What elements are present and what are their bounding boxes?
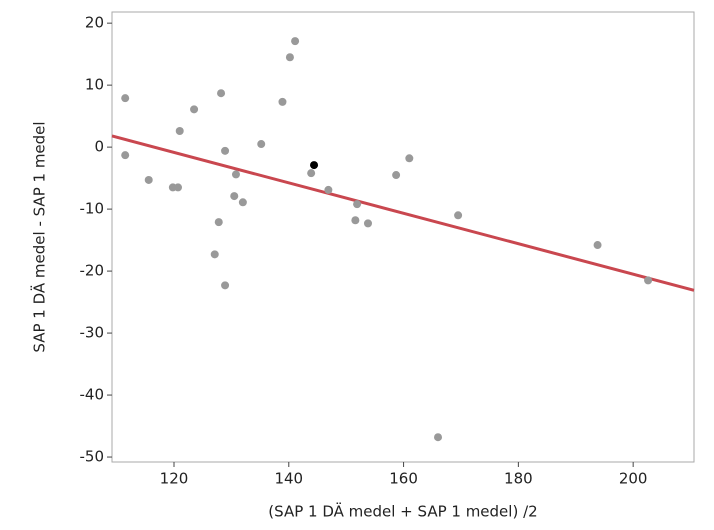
point bbox=[121, 94, 130, 103]
point bbox=[214, 218, 223, 227]
x-tick-label: 160 bbox=[389, 470, 418, 488]
point bbox=[353, 200, 362, 209]
point bbox=[217, 89, 226, 98]
point bbox=[121, 151, 130, 160]
point bbox=[190, 105, 199, 114]
point bbox=[210, 250, 219, 259]
point bbox=[644, 276, 653, 285]
y-tick-label: -50 bbox=[80, 448, 105, 466]
point bbox=[238, 198, 247, 207]
y-tick-label: -40 bbox=[80, 386, 105, 404]
fit-line bbox=[111, 134, 695, 292]
x-tick-label: 200 bbox=[619, 470, 648, 488]
point bbox=[324, 185, 333, 194]
y-tick-label: -30 bbox=[80, 324, 105, 342]
x-tick-label: 140 bbox=[274, 470, 303, 488]
point bbox=[593, 241, 602, 250]
x-axis-label: (SAP 1 DÄ medel + SAP 1 medel) /2 bbox=[268, 502, 537, 521]
y-tick-label: -10 bbox=[80, 200, 105, 218]
point bbox=[307, 169, 316, 178]
x-tick-label: 120 bbox=[160, 470, 189, 488]
point bbox=[434, 433, 443, 442]
y-tick-label: 10 bbox=[85, 76, 104, 94]
point bbox=[363, 219, 372, 228]
point bbox=[221, 146, 230, 155]
x-tick-label: 180 bbox=[504, 470, 533, 488]
point bbox=[144, 175, 153, 184]
point bbox=[310, 161, 319, 170]
point bbox=[174, 183, 183, 192]
plot-area bbox=[111, 11, 695, 463]
y-tick-label: 0 bbox=[94, 138, 104, 156]
point bbox=[351, 216, 360, 225]
point bbox=[454, 211, 463, 220]
point bbox=[285, 53, 294, 62]
point bbox=[278, 97, 287, 106]
point bbox=[257, 140, 266, 149]
point bbox=[221, 281, 230, 290]
y-tick-label: -20 bbox=[80, 262, 105, 280]
y-tick-label: 20 bbox=[85, 14, 104, 32]
point bbox=[405, 154, 414, 163]
point bbox=[175, 127, 184, 136]
point bbox=[392, 171, 401, 180]
y-axis-label: SAP 1 DÄ medel - SAP 1 medel bbox=[30, 121, 49, 352]
point bbox=[230, 192, 239, 201]
point bbox=[231, 170, 240, 179]
point bbox=[291, 37, 300, 46]
